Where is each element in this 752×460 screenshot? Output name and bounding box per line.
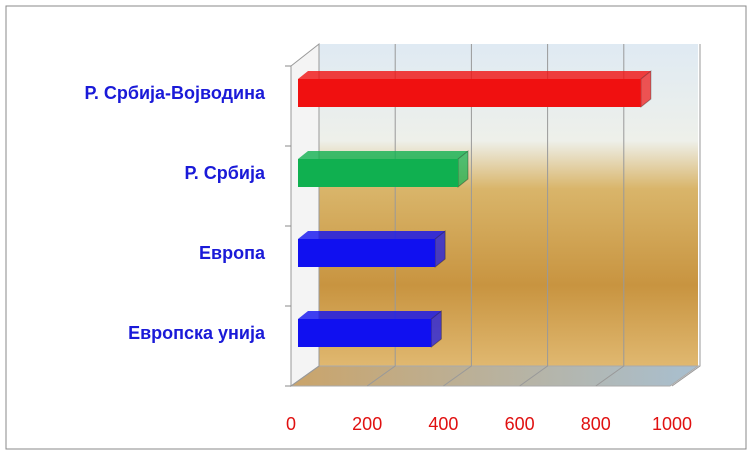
x-tick-label: 1000: [652, 414, 692, 434]
x-tick-label: 600: [505, 414, 535, 434]
bar-face: [298, 319, 432, 347]
bar: [298, 69, 652, 109]
grid-line: [519, 44, 549, 387]
bar-face: [298, 239, 436, 267]
grid-line: [443, 44, 472, 387]
x-tick-label: 0: [286, 414, 296, 434]
bar-face: [298, 159, 459, 187]
bar-face: [298, 151, 469, 159]
x-tick-label: 800: [581, 414, 611, 434]
x-tick-label: 400: [428, 414, 458, 434]
y-tick-label: Европска унија: [128, 323, 266, 343]
bar-face: [298, 311, 442, 319]
bar-face: [298, 71, 651, 79]
x-tick-label: 200: [352, 414, 382, 434]
bar: [298, 229, 446, 269]
bar-face: [298, 79, 641, 107]
y-tick-label: Европа: [199, 243, 266, 263]
y-tick-label: Р. Србија: [185, 163, 266, 183]
bar: [298, 149, 469, 189]
floor: [289, 365, 700, 387]
y-tick-label: Р. Србија-Војводина: [85, 83, 266, 103]
bar: [298, 309, 442, 349]
grid-line: [595, 44, 625, 387]
grid-line: [671, 44, 701, 387]
bar-face: [298, 231, 446, 239]
